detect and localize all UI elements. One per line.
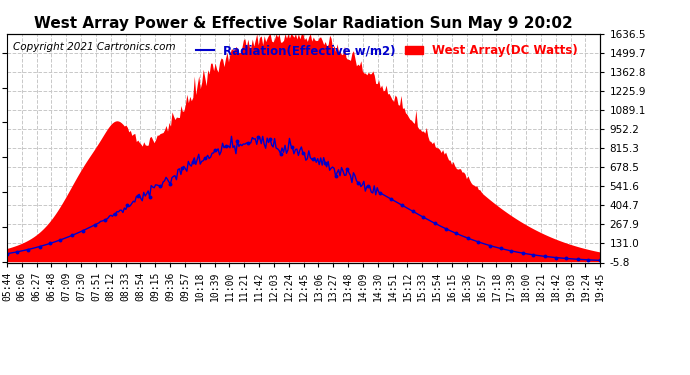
Legend: Radiation(Effective w/m2), West Array(DC Watts): Radiation(Effective w/m2), West Array(DC…	[191, 40, 582, 62]
Text: Copyright 2021 Cartronics.com: Copyright 2021 Cartronics.com	[13, 42, 175, 52]
Title: West Array Power & Effective Solar Radiation Sun May 9 20:02: West Array Power & Effective Solar Radia…	[34, 16, 573, 31]
